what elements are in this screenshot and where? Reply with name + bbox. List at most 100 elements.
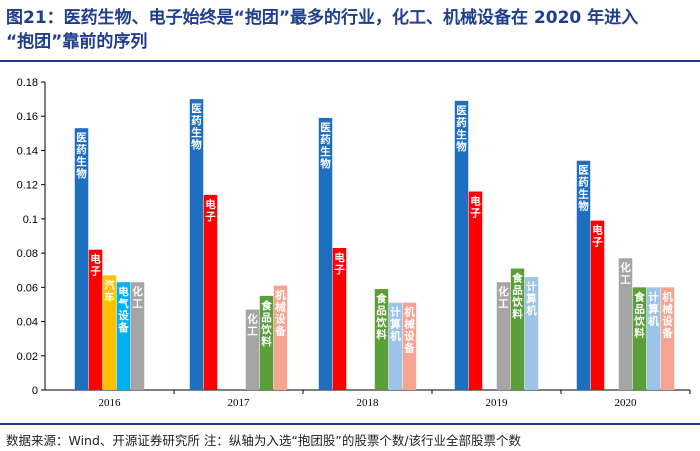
bar-label-2018-1: 电子 bbox=[334, 251, 345, 276]
bar-2017-1 bbox=[203, 194, 218, 390]
y-tick-label: 0.1 bbox=[23, 214, 38, 226]
y-tick-label: 0.02 bbox=[17, 351, 38, 363]
title-divider bbox=[0, 60, 700, 62]
bar-2019-1 bbox=[468, 191, 483, 390]
bar-label-2016-0: 医药生物 bbox=[76, 132, 87, 180]
bar-label-2019-2: 化工 bbox=[498, 285, 509, 310]
bar-label-text: 食品饮料 bbox=[511, 272, 523, 321]
bar-2020-0 bbox=[576, 160, 591, 390]
bar-label-text: 医药生物 bbox=[76, 132, 87, 180]
x-tick-label: 2019 bbox=[486, 397, 509, 409]
bar-label-text: 电子 bbox=[334, 251, 345, 276]
bar-label-text: 电子 bbox=[90, 253, 101, 278]
bar-label-2020-0: 医药生物 bbox=[578, 165, 589, 213]
bar-label-text: 计算机 bbox=[390, 306, 401, 343]
bar-2020-4 bbox=[646, 287, 661, 390]
bar-label-2020-3: 食品饮料 bbox=[633, 290, 645, 339]
bar-label-2020-1: 电子 bbox=[592, 224, 603, 249]
bar-label-2017-0: 医药生物 bbox=[191, 103, 202, 151]
bar-label-2019-3: 食品饮料 bbox=[511, 272, 523, 321]
bar-2020-1 bbox=[590, 220, 605, 390]
bar-label-2016-2: 汽车 bbox=[104, 278, 115, 303]
bar-label-2019-1: 电子 bbox=[470, 195, 481, 220]
bar-label-2018-2: 食品饮料 bbox=[375, 292, 387, 341]
footer-divider bbox=[0, 423, 700, 425]
bar-2019-3 bbox=[510, 268, 525, 390]
bar-label-2020-4: 计算机 bbox=[648, 290, 659, 327]
source-note: 数据来源：Wind、开源证券研究所 注：纵轴为入选“抱团股”的股票个数/该行业全… bbox=[6, 433, 522, 448]
bar-label-2020-5: 机械设备 bbox=[661, 290, 673, 339]
x-tick-label: 2016 bbox=[99, 397, 122, 409]
bar-label-2019-0: 医药生物 bbox=[456, 105, 467, 153]
bar-label-2017-3: 食品饮料 bbox=[260, 299, 272, 348]
bar-2016-1 bbox=[88, 249, 103, 390]
chart-title-line-2: “抱团”靠前的序列 bbox=[6, 32, 148, 52]
chart-title: 图21：医药生物、电子始终是“抱团”最多的行业，化工、机械设备在 2020 年进… bbox=[6, 6, 694, 54]
bar-2018-3 bbox=[388, 302, 403, 390]
x-tick-labels: 2016 2017 2018 2019 2020 bbox=[99, 397, 638, 409]
bar-label-text: 化工 bbox=[132, 285, 143, 310]
bar-label-text: 医药生物 bbox=[320, 122, 331, 170]
bar-2020-2 bbox=[618, 258, 633, 390]
bar-label-2017-1: 电子 bbox=[205, 198, 216, 223]
bar-label-text: 医药生物 bbox=[191, 103, 202, 151]
bar-label-2017-2: 化工 bbox=[247, 313, 258, 338]
bar-2017-4 bbox=[273, 285, 288, 390]
bar-label-2018-4: 机械设备 bbox=[403, 306, 415, 355]
bar-2019-2 bbox=[496, 282, 511, 390]
bar-2018-2 bbox=[374, 289, 389, 390]
bar-chart: 0 0.02 0.04 0.06 0.08 0.1 0.12 0.14 0.16 0.18 医药生… bbox=[17, 77, 691, 409]
bar-2019-4 bbox=[524, 277, 539, 390]
bar-label-text: 机械设备 bbox=[661, 290, 673, 339]
bar-2016-0 bbox=[74, 128, 89, 390]
x-tick-label: 2017 bbox=[228, 397, 251, 409]
bar-2017-3 bbox=[259, 295, 274, 390]
x-tick-label: 2018 bbox=[357, 397, 380, 409]
bar-label-text: 化工 bbox=[620, 261, 631, 286]
bar-2016-3 bbox=[116, 282, 131, 390]
bar-label-text: 化工 bbox=[498, 285, 509, 310]
y-tick-label: 0.18 bbox=[17, 77, 38, 89]
bar-2018-1 bbox=[332, 247, 347, 390]
bar-label-text: 化工 bbox=[247, 313, 258, 338]
y-tick-label: 0.16 bbox=[17, 111, 38, 123]
bar-label-2018-3: 计算机 bbox=[390, 306, 401, 343]
bar-2020-3 bbox=[632, 287, 647, 390]
bar-label-2019-4: 计算机 bbox=[526, 280, 537, 317]
y-tick-label: 0.04 bbox=[17, 317, 38, 329]
bar-label-text: 计算机 bbox=[526, 280, 537, 317]
bar-label-2016-1: 电子 bbox=[90, 253, 101, 278]
y-tick-label: 0.12 bbox=[17, 180, 38, 192]
bar-2016-2 bbox=[102, 275, 117, 390]
y-tick-labels: 0 0.02 0.04 0.06 0.08 0.1 0.12 0.14 0.16 0.18 bbox=[17, 77, 45, 397]
bar-label-2020-2: 化工 bbox=[620, 261, 631, 286]
y-tick-label: 0.06 bbox=[17, 282, 38, 294]
x-tick-label: 2020 bbox=[615, 397, 638, 409]
bar-label-text: 电子 bbox=[592, 224, 603, 249]
bar-label-text: 电气设备 bbox=[117, 285, 129, 334]
bar-label-2018-0: 医药生物 bbox=[320, 122, 331, 170]
bar-2018-0 bbox=[318, 117, 333, 390]
bar-2017-0 bbox=[189, 99, 204, 390]
bar-label-text: 计算机 bbox=[648, 290, 659, 327]
bar-2018-4 bbox=[402, 302, 417, 390]
bar-2019-0 bbox=[454, 100, 469, 391]
bar-label-text: 机械设备 bbox=[274, 289, 286, 338]
y-tick-label: 0 bbox=[32, 385, 38, 397]
bar-label-text: 汽车 bbox=[104, 278, 115, 303]
bar-label-text: 食品饮料 bbox=[260, 299, 272, 348]
y-tick-label: 0.08 bbox=[17, 248, 38, 260]
bar-label-text: 医药生物 bbox=[456, 105, 467, 153]
bar-label-text: 电子 bbox=[470, 195, 481, 220]
bar-label-2016-4: 化工 bbox=[132, 285, 143, 310]
y-tick-label: 0.14 bbox=[17, 145, 38, 157]
bar-label-2017-4: 机械设备 bbox=[274, 289, 286, 338]
bar-label-text: 食品饮料 bbox=[633, 290, 645, 339]
bar-label-2016-3: 电气设备 bbox=[117, 285, 129, 334]
chart-title-line-1: 图21：医药生物、电子始终是“抱团”最多的行业，化工、机械设备在 2020 年进… bbox=[6, 8, 639, 28]
bar-label-text: 电子 bbox=[205, 198, 216, 223]
bar-2020-5 bbox=[660, 287, 675, 390]
bar-label-text: 食品饮料 bbox=[375, 292, 387, 341]
bar-label-text: 机械设备 bbox=[403, 306, 415, 355]
